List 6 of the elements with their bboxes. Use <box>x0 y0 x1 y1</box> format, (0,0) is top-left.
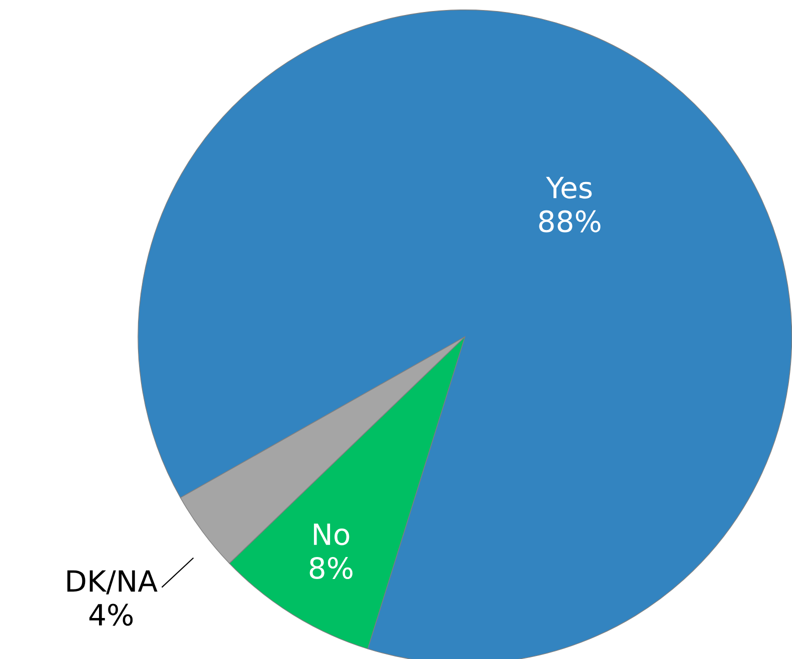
slice-label: No <box>314 524 350 546</box>
data-label: 4% <box>89 604 133 626</box>
slice-label: Yes <box>546 176 592 199</box>
data-label: 8% <box>310 556 352 580</box>
data-label: 88% <box>539 210 600 232</box>
slice-label: DK/NA <box>67 570 158 594</box>
